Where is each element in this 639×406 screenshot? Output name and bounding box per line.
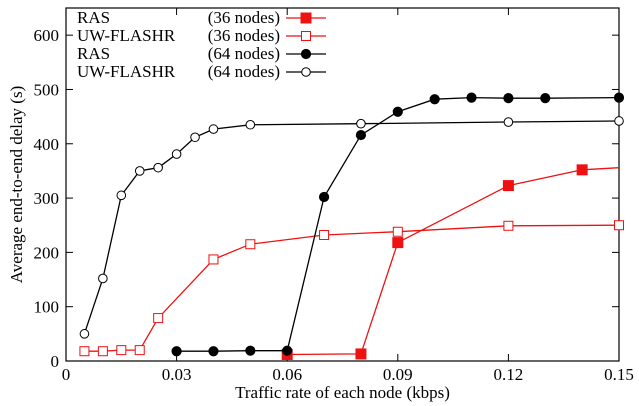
data-point — [503, 220, 514, 231]
data-point — [245, 239, 256, 250]
legend-entry-nodes: (36 nodes) — [208, 8, 280, 27]
data-point — [153, 162, 163, 173]
data-point — [355, 129, 367, 141]
data-point — [208, 346, 219, 357]
x-tick-label: 0.06 — [272, 365, 302, 384]
data-point — [208, 124, 219, 134]
series-line — [176, 96, 620, 352]
data-point — [208, 254, 219, 265]
data-point — [613, 92, 625, 103]
data-point — [245, 345, 256, 356]
series-2 — [171, 92, 625, 357]
x-tick-label: 0.03 — [162, 365, 192, 384]
plot-frame — [65, 7, 620, 362]
data-point — [540, 93, 551, 104]
data-point — [429, 94, 440, 105]
legend-entry-name: RAS — [77, 44, 110, 63]
data-point — [318, 191, 330, 203]
data-point — [98, 273, 108, 284]
legend-entry-name: UW-FLASHR — [77, 26, 176, 45]
data-point — [116, 190, 127, 201]
data-point — [319, 230, 330, 241]
plot-series — [79, 92, 625, 360]
data-point — [614, 116, 624, 126]
y-tick-label: 300 — [34, 189, 60, 208]
data-point — [171, 149, 182, 159]
axes: 0 0.03 0.06 0.09 0.12 0.15 0 100 200 300 400 500 600 — [34, 7, 634, 384]
legend-entry-name: UW-FLASHR — [77, 62, 176, 81]
series-line — [287, 167, 620, 356]
x-tick-label: 0 — [62, 365, 71, 384]
data-point — [576, 164, 588, 176]
x-tick-label: 0.15 — [604, 365, 634, 384]
data-point — [503, 117, 514, 127]
legend-marker — [300, 12, 312, 24]
legend-entry-nodes: (64 nodes) — [208, 62, 280, 81]
data-point — [502, 180, 514, 192]
data-point — [392, 237, 404, 249]
data-point — [245, 119, 256, 130]
data-point — [97, 346, 108, 357]
data-point — [79, 329, 90, 339]
data-point — [355, 348, 367, 360]
series-0 — [281, 164, 620, 360]
series-3 — [79, 116, 624, 339]
data-point — [392, 106, 403, 117]
data-point — [392, 226, 403, 237]
x-tick-label: 0.12 — [494, 365, 524, 384]
data-point — [134, 166, 145, 176]
data-point — [134, 345, 145, 356]
data-point — [614, 220, 624, 231]
y-tick-label: 100 — [34, 298, 60, 317]
y-axis-title: Average end-to-end delay (s) — [7, 86, 26, 283]
y-tick-label: 400 — [34, 135, 60, 154]
data-point — [356, 118, 366, 129]
legend: RAS (36 nodes) UW-FLASHR (36 nodes) RAS (64 n… — [77, 8, 326, 81]
data-point — [79, 346, 90, 357]
data-point — [282, 345, 293, 356]
data-point — [466, 92, 477, 103]
y-tick-label: 200 — [34, 243, 60, 262]
data-point — [116, 345, 127, 356]
legend-entry-name: RAS — [77, 8, 110, 27]
data-point — [190, 132, 200, 143]
data-point — [503, 93, 514, 104]
series-line — [84, 224, 620, 352]
legend-marker — [300, 48, 312, 60]
legend-entry-nodes: (64 nodes) — [208, 44, 280, 63]
data-point — [153, 313, 164, 324]
y-tick-label: 500 — [34, 80, 60, 99]
legend-entry-nodes: (36 nodes) — [208, 26, 280, 45]
x-axis-title: Traffic rate of each node (kbps) — [235, 383, 450, 402]
x-tick-label: 0.09 — [383, 365, 413, 384]
series-1 — [79, 220, 624, 357]
y-tick-label: 0 — [51, 352, 60, 371]
data-point — [171, 346, 182, 357]
series-line — [83, 120, 620, 335]
legend-marker — [301, 67, 311, 77]
legend-marker — [301, 31, 311, 41]
y-tick-label: 600 — [34, 26, 60, 45]
